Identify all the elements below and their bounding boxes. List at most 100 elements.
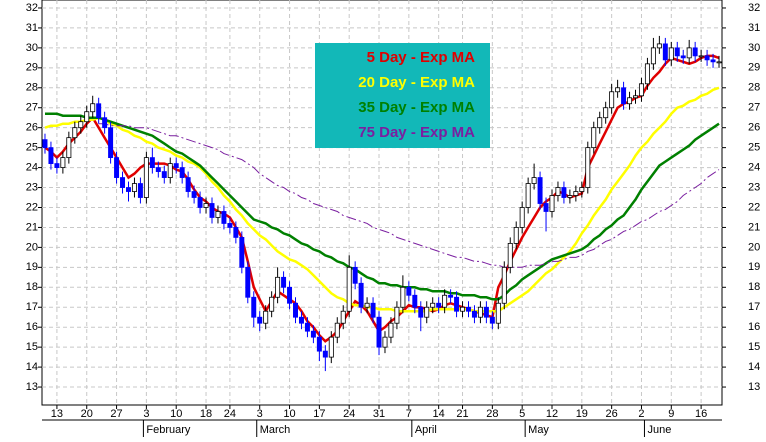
x-tick-label: 21 [456,408,468,420]
y-tick-label: 28 [26,82,38,94]
y2-tick-label: 26 [748,122,760,134]
candle-body [573,191,579,196]
candle-body [495,302,501,324]
x-tick-label: 2 [638,408,644,420]
candle-body [471,310,477,318]
candle-body [531,177,537,184]
ma-line [44,54,720,343]
y-tick-label: 23 [26,181,38,193]
candle-body [120,177,126,188]
candle-body [48,147,54,164]
candle-body [275,276,281,298]
y2-tick-label: 29 [748,62,760,74]
candle-body [430,302,436,308]
candle-body [161,171,167,178]
candle-body [221,211,227,224]
x-tick-label: 10 [170,408,182,420]
candle-body [72,127,78,139]
candle-body [507,242,513,268]
y2-tick-label: 15 [748,341,760,353]
candle-body [42,139,48,149]
candle-body [167,163,173,178]
candle-body [543,203,549,212]
legend: 5 Day - Exp MA 20 Day - Exp MA 35 Day - Ex… [315,43,490,148]
y2-tick-label: 20 [748,241,760,253]
y2-tick-label: 21 [748,221,760,233]
y2-tick-label: 22 [748,201,760,213]
y-tick-label: 19 [26,261,38,273]
x-tick-label: 9 [668,408,674,420]
candle-body [615,87,621,93]
candle-body [621,87,627,105]
candle-body [90,103,96,113]
candle-body [477,306,483,318]
candles [42,35,722,372]
candle-body [108,127,114,159]
candle-body [358,282,364,308]
candle-body [424,306,430,318]
y-tick-label: 29 [26,62,38,74]
candle-body [406,286,412,296]
y2-tick-label: 31 [748,22,760,34]
candle-body [239,237,245,268]
candle-body [466,306,471,312]
candle-body [418,306,424,318]
legend-box [315,43,490,148]
candle-body [638,83,644,97]
x-tick-label: 3 [257,408,263,420]
candle-body [716,61,722,64]
candle-body [650,47,656,65]
x-tick-label: 5 [519,408,525,420]
candle-body [346,266,352,312]
candle-body [227,223,233,228]
ma-line [44,86,720,313]
candle-body [692,47,698,57]
ma-line [45,112,720,301]
candle-body [501,266,507,304]
candle-body [454,296,460,312]
candle-body [251,296,257,318]
candle-body [668,47,674,61]
legend-entry: 75 Day - Exp MA [358,124,475,141]
candle-body [460,306,466,312]
candle-body [674,47,680,57]
y2-tick-label: 30 [748,42,760,54]
candle-body [245,266,251,298]
x-tick-label: 3 [143,408,149,420]
y-tick-label: 30 [26,42,38,54]
ma-lines [44,54,720,343]
candle-body [203,203,209,208]
y2-tick-label: 19 [748,261,760,273]
y2-tick-label: 24 [748,161,760,173]
y-tick-label: 26 [26,122,38,134]
candle-body [489,316,495,324]
candle-body [185,177,191,192]
candle-body [686,47,692,59]
candle-body [579,187,585,192]
candle-body [179,167,185,178]
y2-tick-label: 18 [748,281,760,293]
candle-body [287,286,293,304]
y-tick-label: 31 [26,22,38,34]
ma-line [98,123,720,268]
candle-body [328,336,334,358]
x-tick-label: 18 [200,408,212,420]
candle-body [137,183,143,198]
y-tick-label: 22 [26,201,38,213]
candle-body [334,322,340,338]
x-tick-label: 12 [546,408,558,420]
candle-body [436,302,442,308]
month-label: February [146,424,191,436]
candle-body [627,97,633,105]
y2-tick-label: 28 [748,82,760,94]
candle-body [442,294,448,308]
y2-tick-label: 23 [748,181,760,193]
candle-body [513,227,519,244]
candle-body [197,197,203,208]
candle-body [298,316,304,324]
candle-body [209,203,215,218]
x-tick-label: 13 [51,408,63,420]
candle-body [60,157,66,168]
candle-body [257,316,263,324]
candle-body [149,157,155,168]
